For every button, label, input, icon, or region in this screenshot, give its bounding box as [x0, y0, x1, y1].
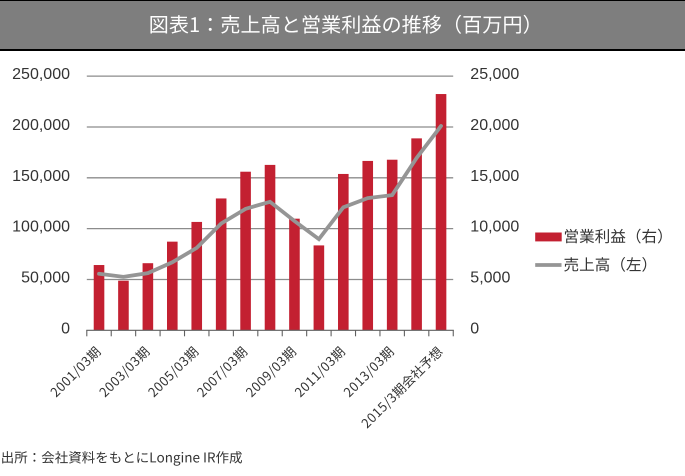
svg-text:20,000: 20,000	[470, 117, 519, 134]
svg-text:0: 0	[470, 320, 479, 337]
svg-text:10,000: 10,000	[470, 219, 519, 236]
svg-text:15,000: 15,000	[470, 168, 519, 185]
svg-text:100,000: 100,000	[12, 219, 70, 236]
svg-text:25,000: 25,000	[470, 66, 519, 83]
svg-text:5,000: 5,000	[470, 269, 510, 286]
svg-text:200,000: 200,000	[12, 117, 70, 134]
svg-text:0: 0	[61, 320, 70, 337]
svg-text:50,000: 50,000	[21, 269, 70, 286]
svg-text:250,000: 250,000	[12, 66, 70, 83]
svg-text:150,000: 150,000	[12, 168, 70, 185]
